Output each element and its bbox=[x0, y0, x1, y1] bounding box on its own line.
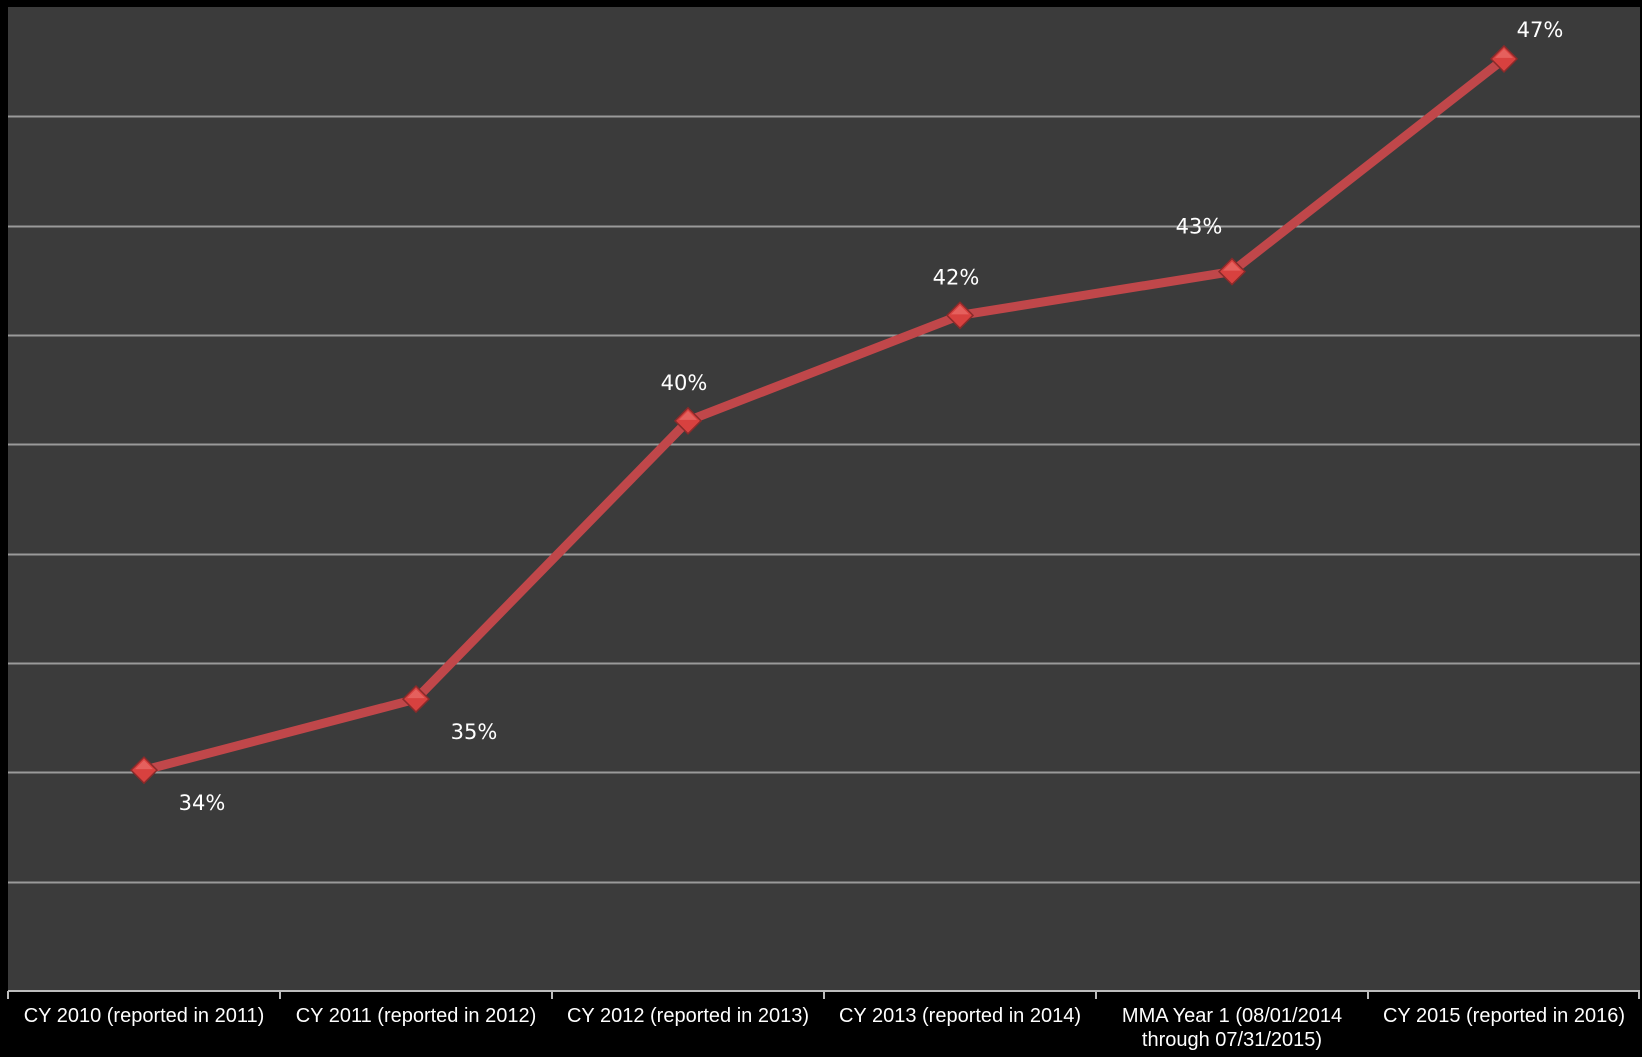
data-label: 35% bbox=[451, 720, 498, 744]
data-label: 40% bbox=[661, 371, 708, 395]
plot-area bbox=[8, 7, 1640, 991]
x-tick-label: CY 2012 (reported in 2013) bbox=[567, 1005, 809, 1027]
data-label: 34% bbox=[179, 791, 226, 815]
data-point-marker bbox=[401, 685, 431, 714]
x-tick-label: CY 2011 (reported in 2012) bbox=[296, 1005, 537, 1027]
x-tick-label: MMA Year 1 (08/01/2014 through 07/31/2015… bbox=[1122, 1005, 1342, 1051]
x-tick-label: CY 2015 (reported in 2016) bbox=[1383, 1005, 1625, 1027]
series-line-path bbox=[139, 54, 1509, 775]
data-point-marker bbox=[1217, 257, 1247, 286]
data-point-marker bbox=[673, 406, 703, 435]
series-markers bbox=[129, 44, 1519, 785]
data-labels: 34% 35% 40% 42% 43% 47% bbox=[179, 18, 1564, 815]
x-tick-label: CY 2013 (reported in 2014) bbox=[839, 1005, 1081, 1027]
data-point-marker bbox=[1489, 44, 1519, 73]
data-label: 42% bbox=[933, 265, 980, 289]
x-tick-labels: CY 2010 (reported in 2011) CY 2011 (repor… bbox=[24, 1005, 1625, 1051]
gridlines bbox=[8, 115, 1640, 884]
data-point-marker bbox=[129, 756, 159, 785]
data-point-marker bbox=[945, 301, 975, 330]
series-line bbox=[139, 54, 1509, 775]
data-label: 47% bbox=[1517, 18, 1564, 42]
data-label: 43% bbox=[1176, 215, 1223, 239]
x-axis bbox=[7, 990, 1640, 999]
x-tick-label: CY 2010 (reported in 2011) bbox=[24, 1005, 265, 1027]
